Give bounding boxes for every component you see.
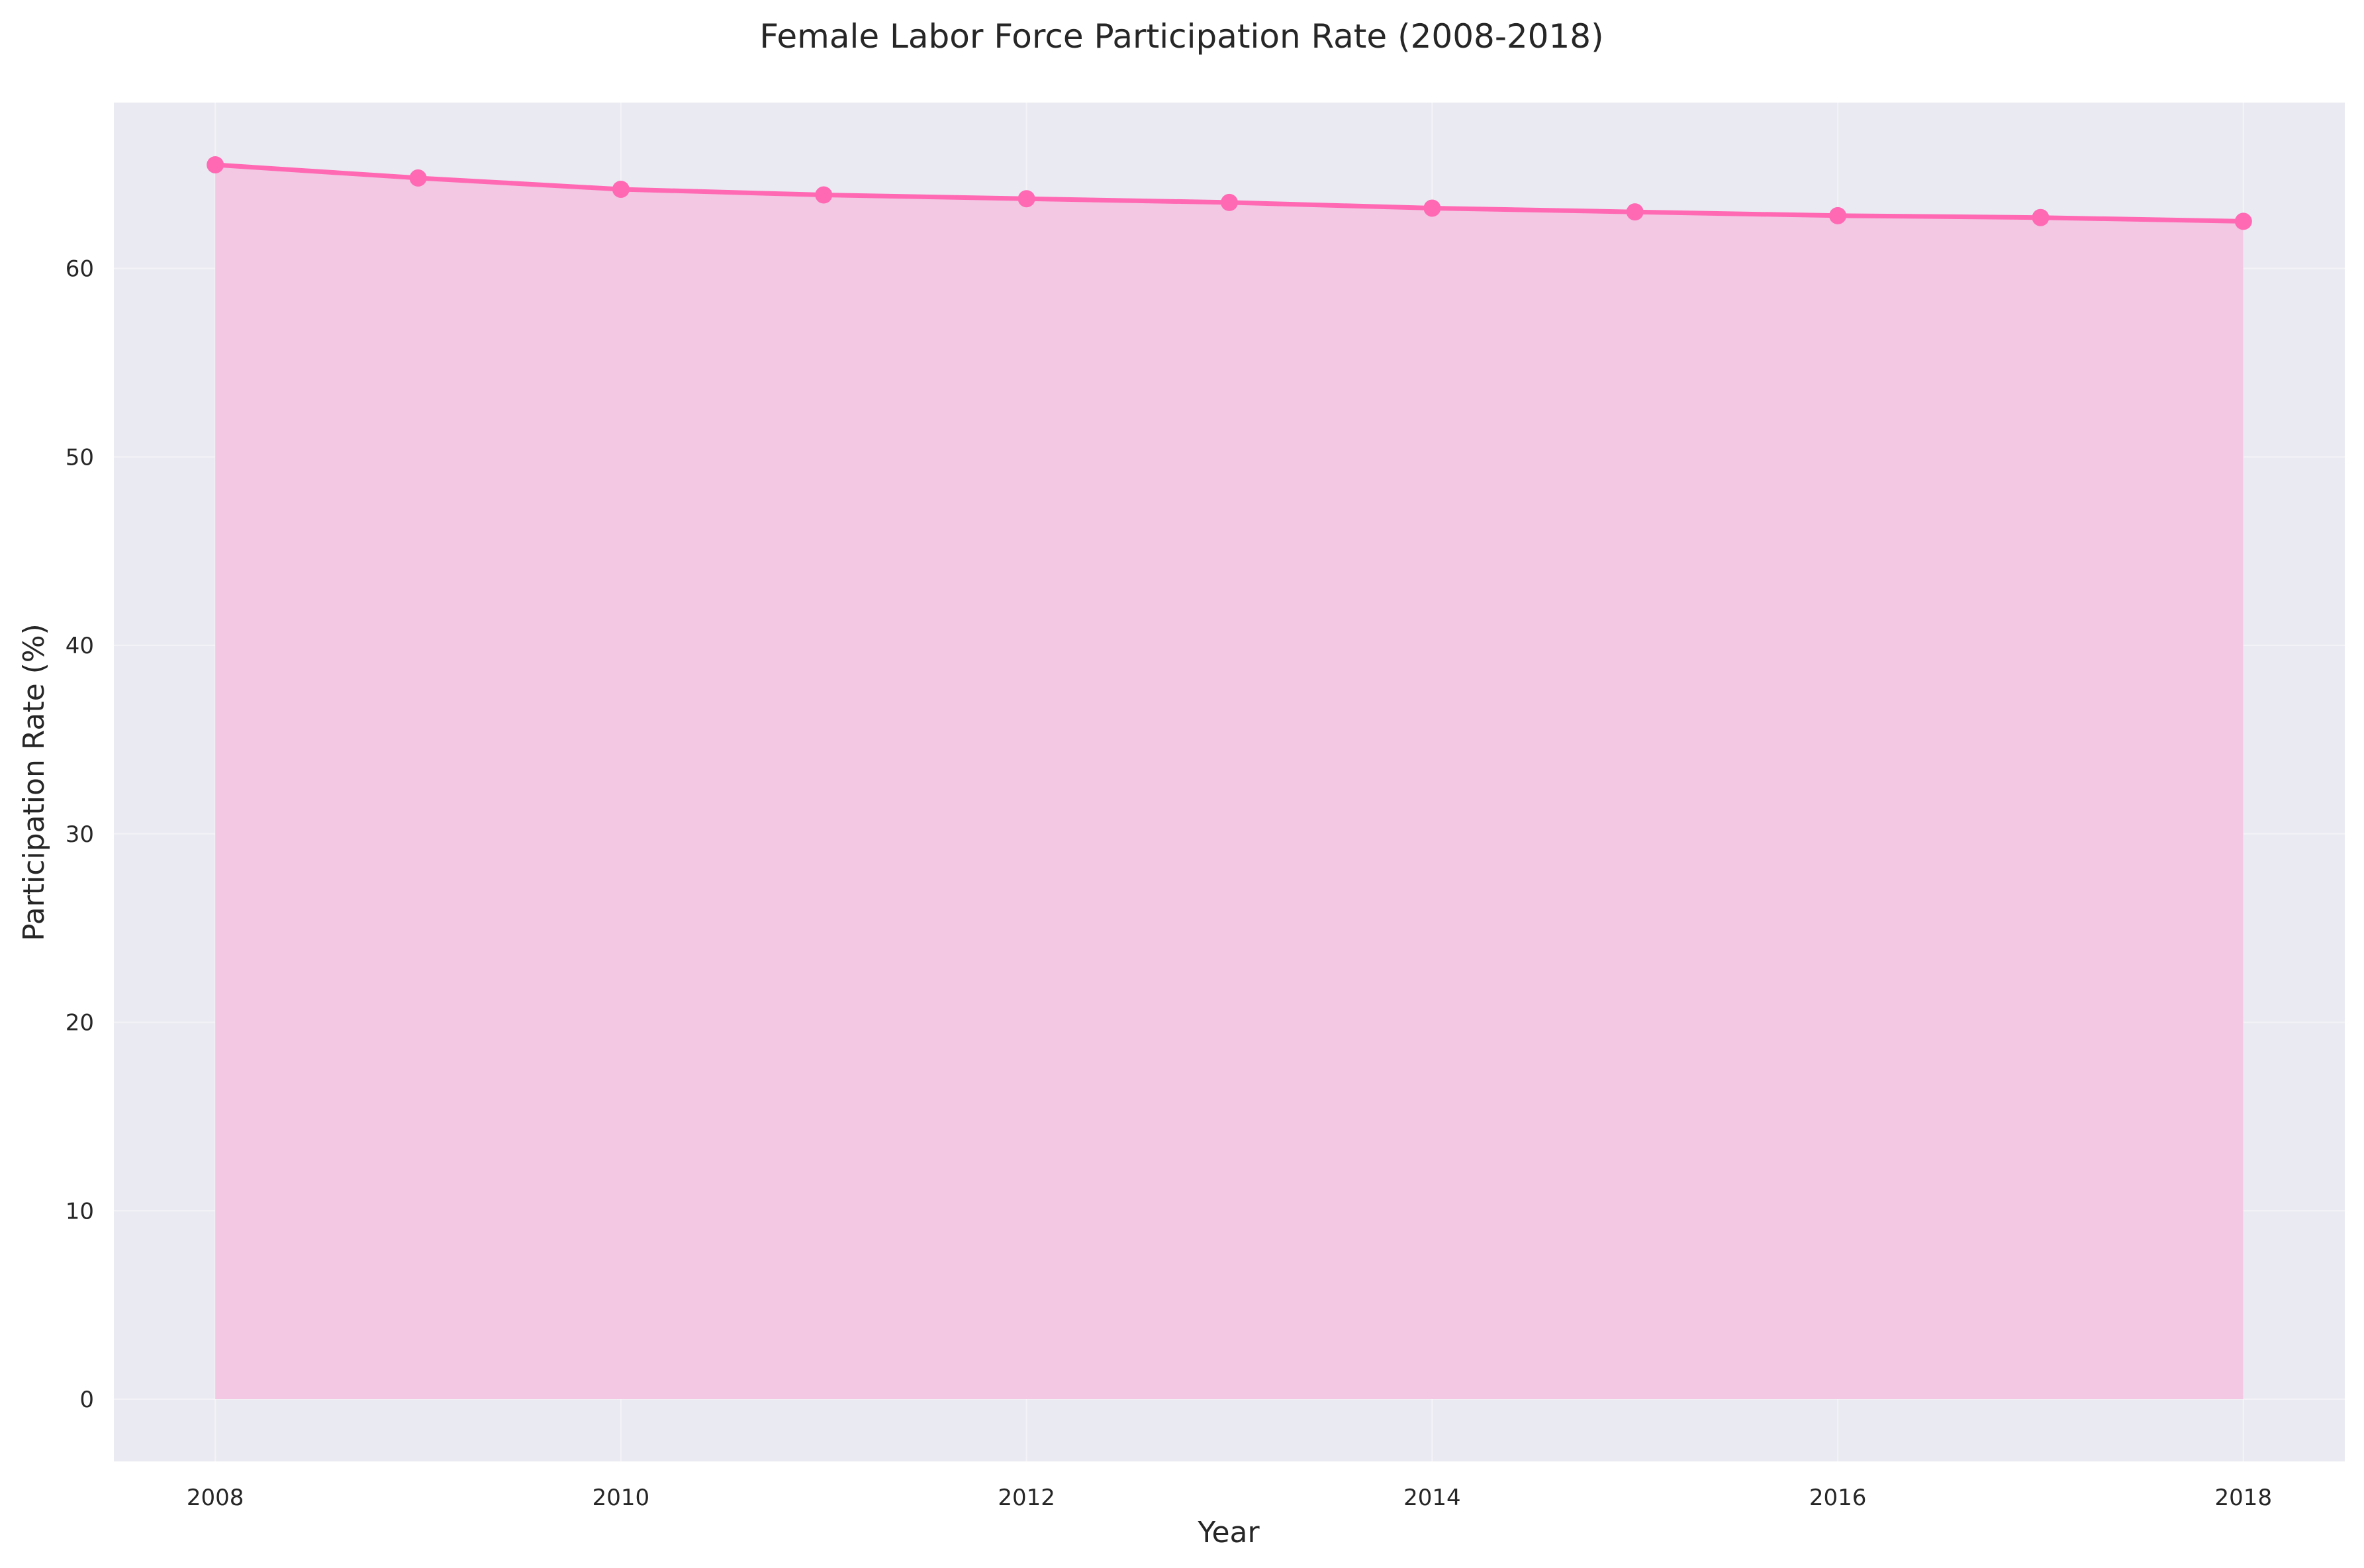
chart-title: Female Labor Force Participation Rate (2… bbox=[759, 17, 1603, 56]
x-tick-label: 2008 bbox=[187, 1485, 244, 1511]
data-point bbox=[815, 186, 833, 204]
y-tick-label: 30 bbox=[66, 821, 94, 848]
y-tick-label: 40 bbox=[66, 633, 94, 659]
data-point bbox=[1017, 190, 1035, 208]
y-axis-label: Participation Rate (%) bbox=[17, 623, 51, 941]
area-fill bbox=[215, 165, 2244, 1399]
x-tick-label: 2010 bbox=[592, 1485, 650, 1511]
data-point bbox=[409, 169, 427, 187]
data-point bbox=[1829, 207, 1847, 224]
data-points bbox=[207, 156, 2252, 230]
x-tick-label: 2012 bbox=[998, 1485, 1055, 1511]
y-tick-label: 50 bbox=[66, 444, 94, 471]
x-tick-label: 2016 bbox=[1809, 1485, 1867, 1511]
y-tick-label: 10 bbox=[66, 1198, 94, 1224]
x-tick-label: 2014 bbox=[1403, 1485, 1461, 1511]
data-point bbox=[612, 180, 630, 198]
data-point bbox=[2032, 208, 2050, 226]
x-axis-ticks: 2008 2010 2012 2014 2016 2018 bbox=[187, 1485, 2272, 1511]
x-tick-label: 2018 bbox=[2215, 1485, 2273, 1511]
y-tick-label: 0 bbox=[79, 1387, 94, 1413]
data-point bbox=[1423, 199, 1441, 217]
y-axis-ticks: 0 10 20 30 40 50 60 bbox=[66, 256, 94, 1413]
x-axis-label: Year bbox=[1197, 1516, 1260, 1549]
data-point bbox=[207, 156, 224, 173]
y-tick-label: 20 bbox=[66, 1010, 94, 1037]
y-tick-label: 60 bbox=[66, 256, 94, 283]
data-point bbox=[1221, 193, 1238, 211]
data-point bbox=[1626, 203, 1644, 221]
data-point bbox=[2234, 212, 2252, 230]
